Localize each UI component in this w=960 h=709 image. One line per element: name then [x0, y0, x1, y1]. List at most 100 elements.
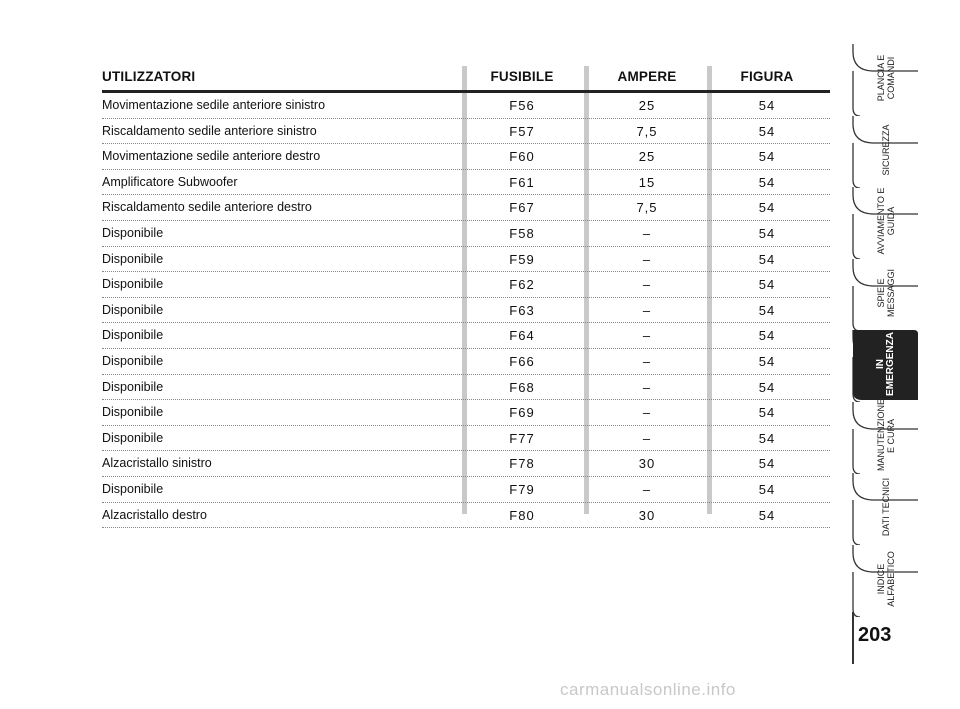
cell-figure: 54	[758, 430, 776, 446]
cell-ampere: 30	[638, 456, 656, 472]
sidebar-tab-2[interactable]: SICUREZZA	[852, 115, 920, 188]
cell-figure: 54	[758, 456, 776, 472]
sidebar-tab-6[interactable]: MANUTENZIONE E CURA	[852, 398, 920, 474]
sidebar-tab-4[interactable]: SPIE E MESSAGGI	[852, 258, 920, 331]
table-row: Disponibile F63 – 54	[102, 298, 830, 324]
column-separator-fuse	[462, 66, 467, 514]
column-separator-ampere	[584, 66, 589, 514]
table-row: Riscaldamento sedile anteriore sinistro F…	[102, 119, 830, 145]
cell-figure: 54	[758, 123, 776, 139]
sidebar-tab-3[interactable]: AVVIAMENTO E GUIDA	[852, 187, 920, 259]
sidebar-tab-label: IN EMERGENZA	[875, 332, 896, 396]
sidebar-tab-label: SICUREZZA	[881, 124, 891, 176]
cell-figure: 54	[758, 328, 776, 344]
cell-ampere: 15	[638, 174, 656, 190]
table-row: Disponibile F59 – 54	[102, 247, 830, 273]
table-row: Disponibile F79 – 54	[102, 477, 830, 503]
cell-fuse: F77	[509, 430, 535, 446]
cell-figure: 54	[758, 149, 776, 165]
header-fuse: FUSIBILE	[490, 69, 554, 84]
cell-fuse: F66	[509, 353, 535, 369]
cell-ampere: –	[642, 481, 652, 497]
cell-user: Disponibile	[102, 405, 164, 420]
sidebar-tab-7[interactable]: DATI TECNICI	[852, 473, 920, 545]
cell-user: Disponibile	[102, 251, 164, 266]
cell-user: Disponibile	[102, 225, 164, 240]
cell-user: Disponibile	[102, 328, 164, 343]
cell-user: Disponibile	[102, 379, 164, 394]
sidebar-tab-label: MANUTENZIONE E CURA	[876, 398, 896, 471]
table-row: Disponibile F58 – 54	[102, 221, 830, 247]
cell-fuse: F67	[509, 200, 535, 216]
cell-ampere: –	[642, 225, 652, 241]
cell-ampere: 7,5	[636, 123, 658, 139]
header-figure: FIGURA	[740, 69, 794, 84]
page-number: 203	[858, 624, 892, 646]
cell-ampere: 7,5	[636, 200, 658, 216]
fuse-table: UTILIZZATORI FUSIBILE AMPERE FIGURA Movi…	[102, 64, 830, 529]
cell-fuse: F64	[509, 328, 535, 344]
table-header: UTILIZZATORI FUSIBILE AMPERE FIGURA	[102, 64, 830, 93]
cell-ampere: –	[642, 405, 652, 421]
cell-user: Movimentazione sedile anteriore destro	[102, 149, 321, 164]
cell-fuse: F62	[509, 277, 535, 293]
table-row: Disponibile F77 – 54	[102, 426, 830, 452]
table-row: Movimentazione sedile anteriore sinistro…	[102, 93, 830, 119]
table-row: Disponibile F64 – 54	[102, 323, 830, 349]
header-users: UTILIZZATORI	[102, 69, 196, 84]
cell-fuse: F61	[509, 174, 535, 190]
watermark: carmanualsonline.info	[560, 680, 736, 699]
cell-ampere: –	[642, 302, 652, 318]
cell-user: Disponibile	[102, 481, 164, 496]
cell-fuse: F69	[509, 405, 535, 421]
cell-ampere: –	[642, 379, 652, 395]
cell-figure: 54	[758, 98, 776, 113]
cell-user: Movimentazione sedile anteriore sinistro	[102, 98, 326, 112]
cell-fuse: F78	[509, 456, 535, 472]
column-separator-figure	[707, 66, 712, 514]
cell-figure: 54	[758, 225, 776, 241]
table-row: Alzacristallo sinistro F78 30 54	[102, 451, 830, 477]
cell-figure: 54	[758, 405, 776, 421]
cell-figure: 54	[758, 251, 776, 267]
cell-user: Riscaldamento sedile anteriore sinistro	[102, 123, 317, 138]
sidebar-tab-label: INDICE ALFABETICO	[876, 550, 896, 607]
sidebar-tab-label: SPIE E MESSAGGI	[876, 268, 896, 317]
table-body: Movimentazione sedile anteriore sinistro…	[102, 93, 830, 529]
chapter-sidebar: PLANCIA E COMANDI SICUREZZA AVVIAMENTO E G…	[852, 44, 960, 664]
table-row: Amplificatore Subwoofer F61 15 54	[102, 170, 830, 196]
cell-user: Disponibile	[102, 277, 164, 292]
cell-ampere: 25	[638, 98, 656, 113]
cell-user: Disponibile	[102, 353, 164, 368]
cell-user: Disponibile	[102, 430, 164, 445]
cell-ampere: –	[642, 251, 652, 267]
cell-fuse: F57	[509, 123, 535, 139]
page-number-rule	[852, 612, 854, 664]
header-ampere: AMPERE	[617, 69, 677, 84]
table-row: Alzacristallo destro F80 30 54	[102, 503, 830, 529]
cell-fuse: F58	[509, 225, 535, 241]
cell-fuse: F80	[509, 507, 535, 523]
cell-figure: 54	[758, 353, 776, 369]
sidebar-tab-label: PLANCIA E COMANDI	[876, 54, 896, 102]
table-row: Disponibile F62 – 54	[102, 272, 830, 298]
table-row: Movimentazione sedile anteriore destro F6…	[102, 144, 830, 170]
cell-figure: 54	[758, 174, 776, 190]
cell-user: Disponibile	[102, 302, 164, 317]
cell-fuse: F60	[509, 149, 535, 165]
cell-user: Amplificatore Subwoofer	[102, 174, 238, 189]
sidebar-tab-5[interactable]: IN EMERGENZA	[852, 330, 920, 402]
cell-user: Alzacristallo destro	[102, 507, 207, 522]
sidebar-tab-1[interactable]: PLANCIA E COMANDI	[852, 44, 920, 116]
cell-figure: 54	[758, 277, 776, 293]
sidebar-tab-8[interactable]: INDICE ALFABETICO	[852, 544, 920, 617]
cell-user: Riscaldamento sedile anteriore destro	[102, 200, 312, 215]
cell-user: Alzacristallo sinistro	[102, 456, 212, 471]
cell-fuse: F68	[509, 379, 535, 395]
table-row: Disponibile F66 – 54	[102, 349, 830, 375]
cell-ampere: –	[642, 353, 652, 369]
cell-figure: 54	[758, 507, 776, 523]
cell-figure: 54	[758, 481, 776, 497]
table-row: Disponibile F69 – 54	[102, 400, 830, 426]
table-row: Riscaldamento sedile anteriore destro F67…	[102, 195, 830, 221]
